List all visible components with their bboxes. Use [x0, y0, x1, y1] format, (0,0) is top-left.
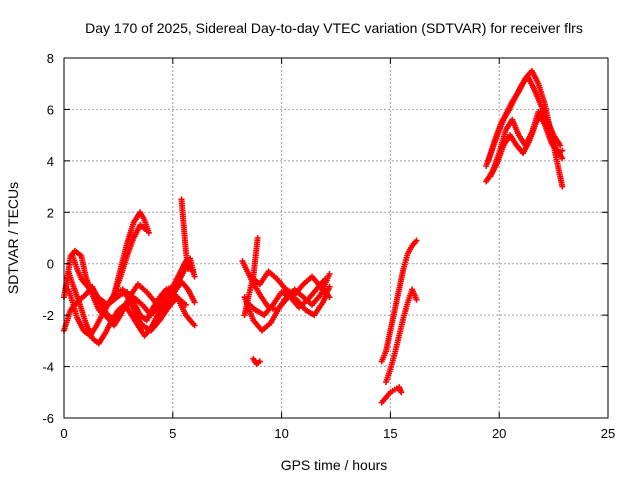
data-track: [485, 73, 564, 164]
data-track: [250, 355, 263, 367]
data-point: [185, 265, 192, 272]
data-point: [398, 389, 405, 396]
y-tick-label: 0: [47, 257, 54, 272]
data-point: [326, 271, 333, 277]
y-tick-label: 2: [47, 205, 54, 220]
data-point: [256, 358, 263, 365]
y-tick-label: 8: [47, 51, 54, 66]
x-axis-label: GPS time / hours: [281, 457, 388, 473]
data-point: [191, 299, 198, 306]
chart-title: Day 170 of 2025, Sidereal Day-to-day VTE…: [85, 20, 583, 36]
data-point: [326, 294, 333, 301]
data-track: [63, 247, 198, 329]
y-tick-label: -2: [42, 308, 54, 323]
x-tick-label: 5: [169, 426, 176, 441]
data-track: [378, 237, 420, 365]
data-track: [378, 384, 405, 406]
data-track: [383, 286, 420, 385]
data-track: [487, 106, 566, 180]
data-point: [557, 142, 564, 149]
grid-layer: [64, 58, 608, 418]
y-tick-label: -4: [42, 360, 54, 375]
y-axis-label: SDTVAR / TECUs: [5, 182, 21, 294]
x-tick-label: 0: [60, 426, 67, 441]
data-point: [559, 155, 566, 162]
data-point: [559, 147, 566, 154]
data-point: [326, 283, 333, 290]
data-point: [322, 276, 329, 283]
data-point: [191, 322, 198, 329]
x-tick-label: 10: [274, 426, 288, 441]
x-tick-label: 25: [601, 426, 615, 441]
data-track: [243, 276, 329, 319]
y-tick-label: -6: [42, 411, 54, 426]
data-point: [189, 268, 196, 275]
marks-layer: [61, 67, 566, 406]
y-tick-label: 6: [47, 102, 54, 117]
data-track: [178, 196, 192, 272]
y-tick-label: 4: [47, 154, 54, 169]
data-point: [559, 183, 566, 190]
data-point: [413, 237, 420, 244]
data-point: [191, 273, 198, 280]
data-track: [111, 222, 150, 298]
x-tick-label: 15: [383, 426, 397, 441]
data-point: [413, 296, 420, 303]
data-track: [69, 253, 196, 324]
plot-frame: [63, 57, 609, 419]
x-tick-label: 20: [492, 426, 506, 441]
data-point: [182, 301, 189, 308]
ticks-layer: 0 5 10 15 20 25 -6 -4 -2 0 2 4 6 8: [42, 51, 615, 441]
data-point: [254, 235, 261, 241]
data-track: [248, 268, 333, 301]
data-point: [143, 227, 150, 234]
